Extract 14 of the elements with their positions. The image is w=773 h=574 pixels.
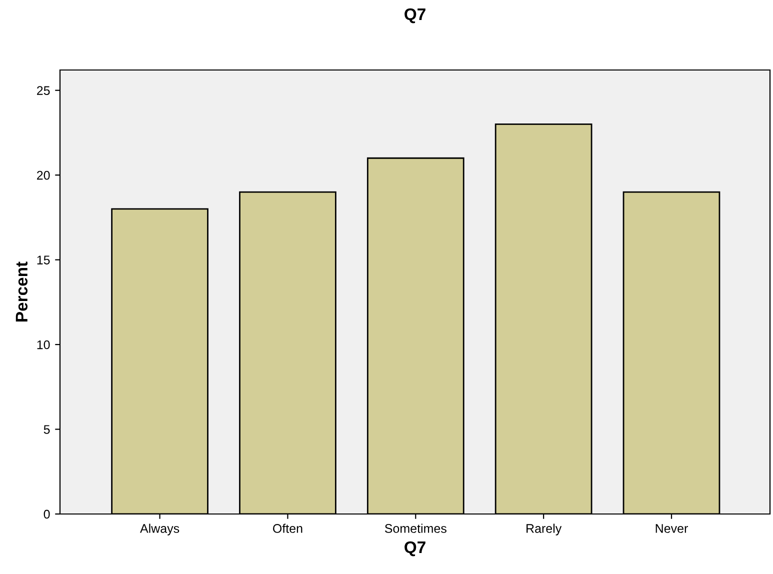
x-axis-title: Q7 [404,541,426,556]
y-tick-label: 5 [44,425,50,434]
y-tick-label: 10 [37,340,50,350]
y-axis-title: Percent [16,262,28,322]
x-tick-label: Often [273,524,302,533]
x-tick-label: Rarely [526,524,562,536]
y-tick-label: 15 [37,256,50,264]
y-tick-label: 25 [37,86,50,95]
x-tick-label: Always [140,524,180,536]
chart-title: Q7 [404,8,426,24]
y-tick-label: 0 [44,510,50,519]
x-tick-label: Sometimes [384,524,446,533]
y-tick-label: 20 [37,170,50,180]
x-tick-label: Never [656,524,688,533]
